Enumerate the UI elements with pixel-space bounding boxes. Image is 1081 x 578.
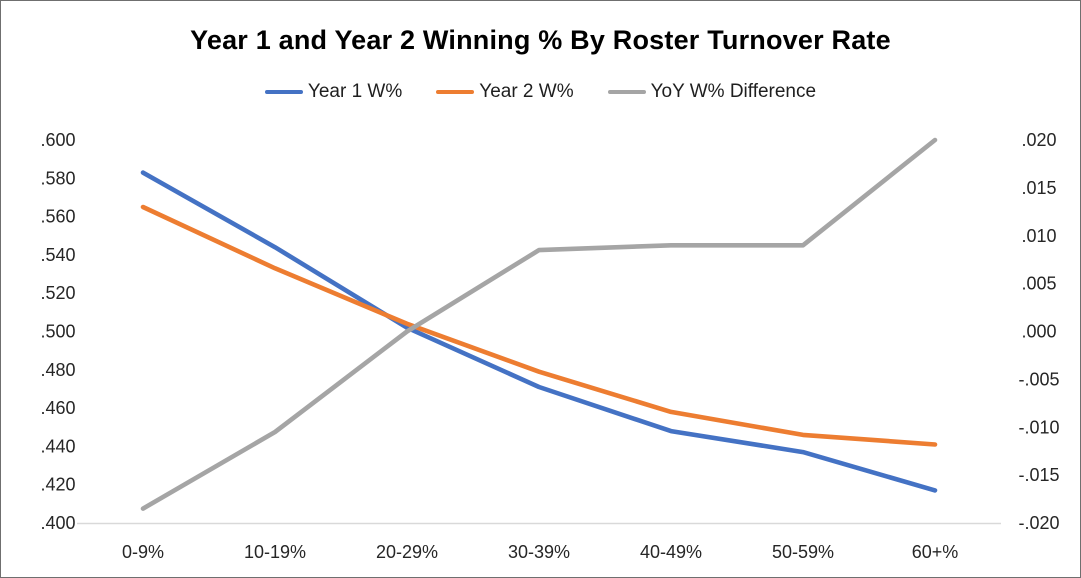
x-axis-category-label: 0-9% (122, 542, 164, 562)
y-axis-left-tick-label: .580 (40, 168, 75, 188)
series-line-year-1-w (140, 170, 938, 493)
y-axis-left-tick-label: .520 (40, 283, 75, 303)
x-axis-category-label: 40-49% (640, 542, 702, 562)
y-axis-left-tick-label: .540 (40, 245, 75, 265)
legend-item-year-1: Year 1 W% (264, 81, 403, 103)
series-line-year-2-w (140, 204, 938, 447)
x-axis-category-label: 20-29% (376, 542, 438, 562)
y-axis-right-tick-label: .000 (1021, 322, 1056, 342)
y-axis-left-tick-label: .420 (40, 475, 75, 495)
legend-swatch-icon (436, 89, 475, 95)
y-axis-left-tick-label: .460 (40, 398, 75, 418)
legend-label: Year 2 W% (479, 81, 574, 102)
y-axis-left-tick-label: .440 (40, 436, 75, 456)
x-axis-category-label: 60+% (912, 542, 959, 562)
x-axis-category-label: 30-39% (508, 542, 570, 562)
y-axis-left-tick-label: .480 (40, 360, 75, 380)
y-axis-right-tick-label: -.005 (1018, 369, 1059, 389)
legend-label: Year 1 W% (307, 81, 403, 102)
chart-title: Year 1 and Year 2 Winning % By Roster Tu… (190, 25, 891, 55)
y-axis-right-tick-label: .010 (1021, 226, 1056, 246)
legend-swatch-icon (264, 89, 303, 95)
y-axis-left-tick-label: .560 (40, 207, 75, 227)
legend-item-yoy-difference: YoY W% Difference (607, 81, 817, 103)
series-line-yoy-w-difference (140, 137, 938, 511)
y-axis-left-tick-label: .600 (40, 130, 75, 150)
y-axis-right-tick-label: -.015 (1018, 465, 1059, 485)
y-axis-left-tick-label: .500 (40, 322, 75, 342)
y-axis-right-tick-label: -.020 (1018, 513, 1059, 533)
legend-item-year-2: Year 2 W% (436, 81, 574, 103)
y-axis-right-tick-label: .020 (1021, 130, 1056, 150)
legend-label: YoY W% Difference (650, 81, 817, 102)
legend-swatch-icon (607, 89, 646, 95)
y-axis-right-tick-label: -.010 (1018, 417, 1059, 437)
y-axis-right-tick-label: .015 (1021, 178, 1056, 198)
y-axis-left-tick-label: .400 (40, 513, 75, 533)
legend: Year 1 W% Year 2 W% YoY W% Difference (1, 81, 1080, 103)
x-axis-category-label: 50-59% (772, 542, 834, 562)
y-axis-right-tick-label: .005 (1021, 274, 1056, 294)
x-axis-category-label: 10-19% (244, 542, 306, 562)
